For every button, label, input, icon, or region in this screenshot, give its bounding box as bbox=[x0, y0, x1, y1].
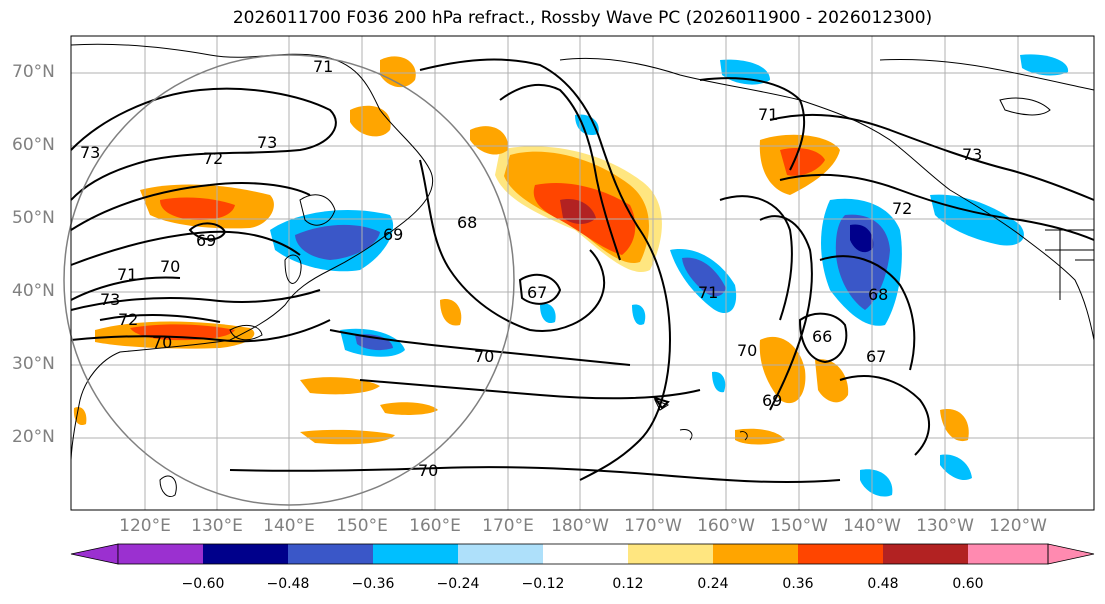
colorbar-tick: −0.48 bbox=[266, 576, 310, 592]
lon-label: 140°W bbox=[843, 516, 901, 536]
lat-label: 60°N bbox=[12, 135, 55, 155]
lon-label: 130°W bbox=[916, 516, 974, 536]
colorbar-swatch bbox=[458, 544, 543, 564]
lon-label: 160°W bbox=[697, 516, 755, 536]
lon-label: 120°W bbox=[989, 516, 1047, 536]
lon-label: 150°E bbox=[336, 516, 388, 536]
lon-label: 150°W bbox=[770, 516, 828, 536]
colorbar-tick: −0.12 bbox=[521, 576, 565, 592]
contour-label: 71 bbox=[758, 105, 778, 124]
colorbar-swatch bbox=[543, 544, 628, 564]
rossby-wave-shading bbox=[73, 54, 1069, 497]
colorbar-tick: −0.36 bbox=[351, 576, 395, 592]
lat-label: 30°N bbox=[12, 354, 55, 374]
contour-label: 73 bbox=[100, 290, 120, 309]
colorbar-swatch bbox=[968, 544, 1048, 564]
lon-label: 120°E bbox=[119, 516, 171, 536]
colorbar-tick: 0.48 bbox=[867, 576, 899, 592]
colorbar-swatch bbox=[203, 544, 288, 564]
lon-label: 170°W bbox=[624, 516, 682, 536]
lat-label: 40°N bbox=[12, 281, 55, 301]
colorbar-swatch bbox=[628, 544, 713, 564]
colorbar-swatch bbox=[118, 544, 203, 564]
contour-label: 69 bbox=[762, 391, 782, 410]
colorbar-tick: 0.60 bbox=[952, 576, 984, 592]
refraction-contours bbox=[70, 58, 1095, 484]
colorbar-tick: 0.36 bbox=[782, 576, 814, 592]
lat-label: 70°N bbox=[12, 62, 55, 82]
lon-label: 180°W bbox=[551, 516, 609, 536]
lon-label: 160°E bbox=[409, 516, 461, 536]
contour-label: 72 bbox=[203, 149, 223, 168]
colorbar bbox=[70, 543, 1095, 565]
lon-label: 170°E bbox=[482, 516, 534, 536]
colorbar-swatch bbox=[713, 544, 798, 564]
colorbar-tick: 0.24 bbox=[697, 576, 729, 592]
colorbar-tick: −0.60 bbox=[181, 576, 225, 592]
contour-label: 73 bbox=[257, 133, 277, 152]
contour-label: 71 bbox=[698, 283, 718, 302]
contour-label: 70 bbox=[152, 333, 172, 352]
contour-label: 69 bbox=[196, 231, 216, 250]
contour-label: 70 bbox=[737, 341, 757, 360]
contour-label: 70 bbox=[160, 257, 180, 276]
graticule bbox=[71, 36, 1094, 510]
contour-label: 73 bbox=[80, 143, 100, 162]
contour-label: 73 bbox=[962, 145, 982, 164]
contour-label: 72 bbox=[118, 310, 138, 329]
contour-label: 70 bbox=[474, 347, 494, 366]
colorbar-tick: −0.24 bbox=[436, 576, 480, 592]
colorbar-low-extend bbox=[70, 543, 119, 565]
contour-label: 66 bbox=[812, 327, 832, 346]
contour-labels: 73 71 72 73 69 70 71 73 72 70 69 68 67 7… bbox=[80, 57, 982, 480]
colorbar-high-extend bbox=[1047, 543, 1095, 565]
highlight-circle bbox=[63, 54, 515, 506]
colorbar-swatch bbox=[288, 544, 373, 564]
lon-label: 130°E bbox=[191, 516, 243, 536]
colorbar-swatch bbox=[798, 544, 883, 564]
contour-label: 72 bbox=[892, 199, 912, 218]
contour-label: 67 bbox=[527, 283, 547, 302]
colorbar-swatch bbox=[373, 544, 458, 564]
colorbar-tick: 0.12 bbox=[612, 576, 644, 592]
map-frame bbox=[70, 35, 1095, 511]
contour-label: 67 bbox=[866, 347, 886, 366]
map-title: 2026011700 F036 200 hPa refract., Rossby… bbox=[232, 8, 933, 28]
contour-label: 69 bbox=[383, 225, 403, 244]
colorbar-swatch bbox=[883, 544, 968, 564]
contour-label: 71 bbox=[117, 265, 137, 284]
contour-label: 70 bbox=[418, 461, 438, 480]
lon-label: 140°E bbox=[263, 516, 315, 536]
contour-label: 68 bbox=[868, 285, 888, 304]
contour-label: 68 bbox=[457, 213, 477, 232]
lat-label: 50°N bbox=[12, 208, 55, 228]
contour-label: 71 bbox=[313, 57, 333, 76]
lat-label: 20°N bbox=[12, 427, 55, 447]
